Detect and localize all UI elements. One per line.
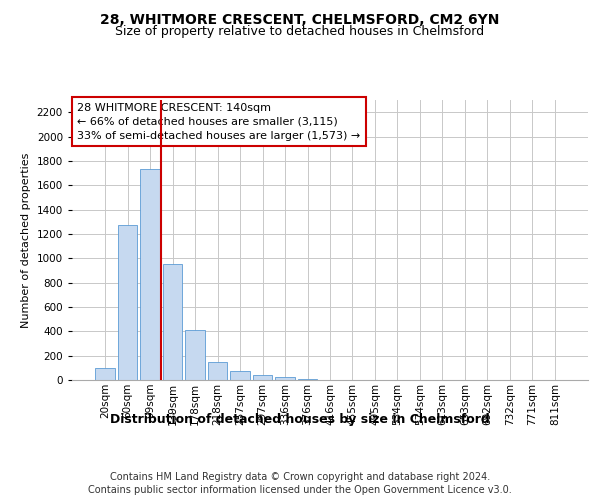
Bar [163, 264, 182, 380]
Bar [185, 330, 205, 380]
Bar [140, 170, 160, 380]
Bar [95, 368, 115, 380]
Bar [118, 226, 137, 380]
Bar [253, 375, 272, 380]
Bar [275, 377, 295, 380]
Text: Contains HM Land Registry data © Crown copyright and database right 2024.: Contains HM Land Registry data © Crown c… [110, 472, 490, 482]
Text: Size of property relative to detached houses in Chelmsford: Size of property relative to detached ho… [115, 25, 485, 38]
Text: Distribution of detached houses by size in Chelmsford: Distribution of detached houses by size … [110, 412, 490, 426]
Bar [208, 362, 227, 380]
Text: Contains public sector information licensed under the Open Government Licence v3: Contains public sector information licen… [88, 485, 512, 495]
Bar [230, 372, 250, 380]
Text: 28, WHITMORE CRESCENT, CHELMSFORD, CM2 6YN: 28, WHITMORE CRESCENT, CHELMSFORD, CM2 6… [100, 12, 500, 26]
Y-axis label: Number of detached properties: Number of detached properties [21, 152, 31, 328]
Text: 28 WHITMORE CRESCENT: 140sqm
← 66% of detached houses are smaller (3,115)
33% of: 28 WHITMORE CRESCENT: 140sqm ← 66% of de… [77, 103, 361, 141]
